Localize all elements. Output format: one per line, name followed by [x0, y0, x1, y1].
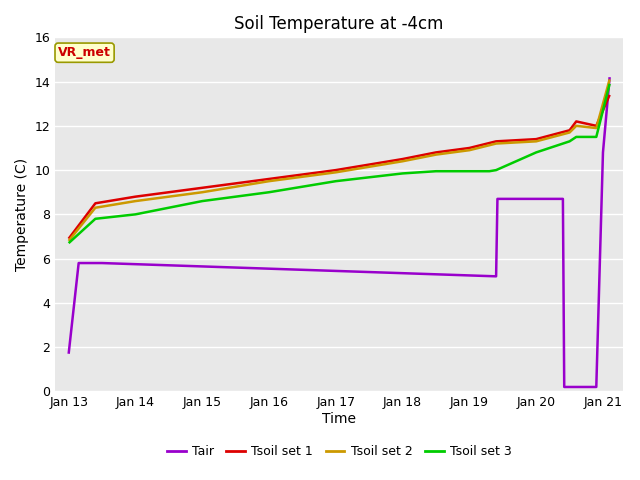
Tair — [561, 384, 568, 390]
Tsoil set 1 — [432, 150, 440, 156]
Tsoil set 3 — [486, 168, 493, 174]
Tair — [593, 384, 600, 390]
Text: VR_met: VR_met — [58, 46, 111, 59]
Tair — [493, 196, 501, 202]
Tsoil set 1 — [532, 136, 540, 142]
Tsoil set 3 — [198, 198, 206, 204]
Tsoil set 2 — [399, 158, 406, 164]
Tsoil set 1 — [92, 201, 99, 206]
Line: Tair: Tair — [68, 77, 610, 387]
Title: Soil Temperature at -4cm: Soil Temperature at -4cm — [234, 15, 444, 33]
Tsoil set 2 — [566, 130, 573, 135]
Tsoil set 3 — [332, 178, 340, 184]
Tsoil set 1 — [65, 236, 72, 241]
Tsoil set 3 — [572, 134, 580, 140]
Tsoil set 2 — [198, 189, 206, 195]
Tsoil set 1 — [492, 138, 500, 144]
Line: Tsoil set 2: Tsoil set 2 — [68, 79, 610, 241]
Tair — [599, 150, 607, 156]
Tair — [559, 196, 567, 202]
Line: Tsoil set 1: Tsoil set 1 — [68, 95, 610, 239]
Tair — [492, 274, 500, 279]
Tsoil set 2 — [432, 152, 440, 157]
Tsoil set 1 — [572, 119, 580, 124]
Tair — [98, 260, 106, 266]
Tsoil set 3 — [532, 150, 540, 156]
Tsoil set 2 — [465, 147, 473, 153]
Tsoil set 3 — [132, 212, 140, 217]
Tsoil set 2 — [532, 138, 540, 144]
Tsoil set 3 — [65, 240, 72, 246]
Tsoil set 2 — [606, 76, 614, 82]
Tsoil set 1 — [132, 194, 140, 200]
Line: Tsoil set 3: Tsoil set 3 — [68, 84, 610, 243]
Tsoil set 3 — [265, 189, 273, 195]
Tsoil set 3 — [432, 168, 440, 174]
Tsoil set 2 — [332, 169, 340, 175]
Tsoil set 2 — [593, 125, 600, 131]
Tair — [75, 260, 83, 266]
Tsoil set 3 — [566, 138, 573, 144]
Tsoil set 2 — [132, 198, 140, 204]
Tsoil set 1 — [399, 156, 406, 162]
Tsoil set 2 — [492, 141, 500, 146]
Legend: Tair, Tsoil set 1, Tsoil set 2, Tsoil set 3: Tair, Tsoil set 1, Tsoil set 2, Tsoil se… — [162, 440, 516, 463]
Tair — [65, 351, 72, 357]
Tsoil set 3 — [465, 168, 473, 174]
Tsoil set 2 — [572, 123, 580, 129]
Tsoil set 3 — [593, 134, 600, 140]
Tsoil set 2 — [65, 238, 72, 244]
Tair — [606, 74, 614, 80]
Tsoil set 2 — [265, 178, 273, 184]
Tsoil set 3 — [92, 216, 99, 222]
Tsoil set 1 — [265, 176, 273, 182]
Tsoil set 1 — [332, 167, 340, 173]
Tsoil set 3 — [606, 81, 614, 87]
Tsoil set 1 — [566, 127, 573, 133]
Tsoil set 2 — [92, 205, 99, 211]
Tsoil set 1 — [465, 145, 473, 151]
Tsoil set 1 — [593, 123, 600, 129]
X-axis label: Time: Time — [322, 412, 356, 426]
Tsoil set 3 — [399, 170, 406, 176]
Y-axis label: Temperature (C): Temperature (C) — [15, 158, 29, 271]
Tsoil set 1 — [606, 92, 614, 98]
Tsoil set 1 — [198, 185, 206, 191]
Tsoil set 3 — [492, 167, 500, 173]
